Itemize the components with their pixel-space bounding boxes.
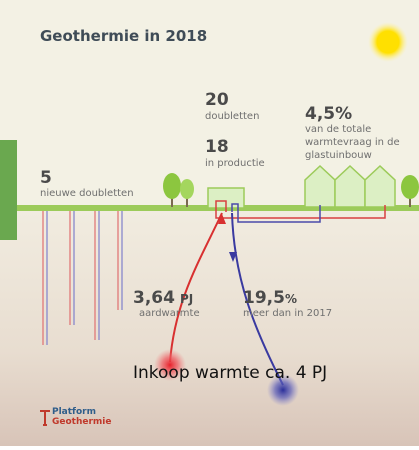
unit: PJ [180, 292, 193, 306]
value: 3,64 [133, 288, 175, 308]
pipes [169, 200, 386, 386]
logo: Platform Geothermie [40, 407, 112, 427]
cold-sink [267, 374, 299, 406]
hot-source [154, 349, 186, 381]
title: Geothermie in 2018 [40, 27, 207, 45]
wells [42, 211, 123, 345]
annotation: Inkoop warmte ca. 4 PJ [133, 363, 327, 383]
logo-text: Platform [52, 407, 96, 417]
stat-value: 4,5% [305, 104, 352, 124]
stat-value: 18 [205, 137, 229, 157]
logo-text: Geothermie [52, 417, 112, 427]
stat-value: 19,5% [243, 288, 297, 308]
stat-label: doubletten [205, 111, 259, 122]
stat-value: 20 [205, 90, 229, 110]
stat-label: van de totale [305, 124, 371, 135]
side-bar [0, 140, 17, 240]
stat-label: warmtevraag in de [305, 137, 400, 148]
stat-label: aardwarmte [139, 308, 200, 319]
stat-value: 5 [40, 168, 52, 188]
stat-label: meer dan in 2017 [243, 308, 332, 319]
stat-value: 3,64 PJ [133, 288, 193, 308]
stat-label: glastuinbouw [305, 150, 372, 161]
trees [163, 173, 419, 207]
unit: % [285, 292, 297, 306]
greenhouses [304, 164, 396, 208]
stat-label: in productie [205, 158, 265, 169]
value: 19,5 [243, 288, 285, 308]
stat-label: nieuwe doubletten [40, 188, 134, 199]
sun [368, 22, 408, 62]
